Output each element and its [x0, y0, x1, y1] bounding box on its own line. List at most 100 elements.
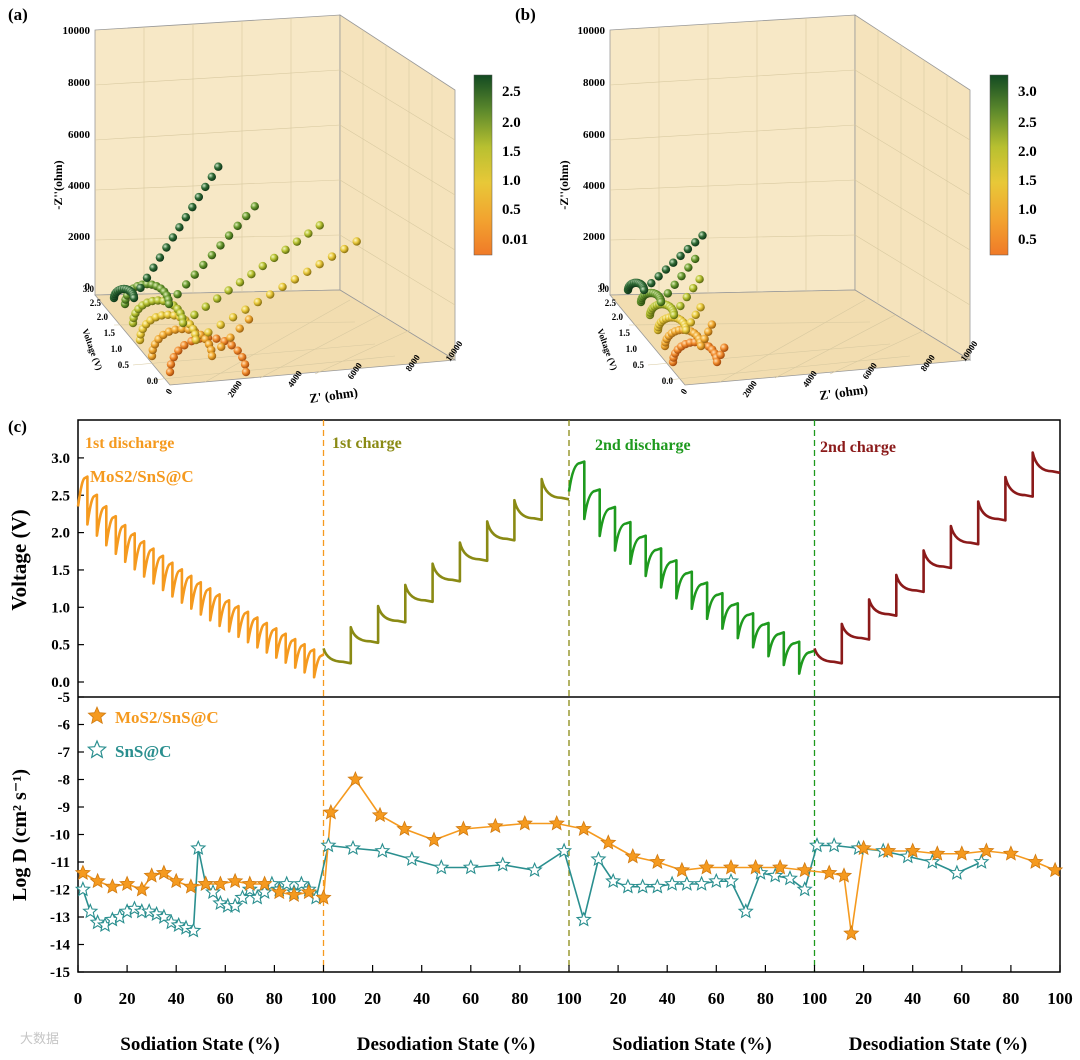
impedance-point [669, 310, 679, 320]
logd-point-mos2 [1002, 845, 1019, 861]
impedance-point [647, 278, 656, 288]
impedance-point [228, 313, 238, 322]
logd-point-sns [678, 875, 695, 891]
impedance-point [226, 333, 235, 342]
logd-point-mos2 [796, 861, 813, 878]
panel-a-y-ticks: 3.0 2.5 2.0 1.5 1.0 0.5 0.0 [83, 284, 159, 386]
impedance-point [181, 280, 191, 289]
impedance-point [157, 311, 166, 320]
x-label-desodiation-1: Desodiation State (%) [357, 1034, 535, 1055]
logd-point-mos2 [600, 834, 617, 850]
impedance-point [217, 342, 226, 352]
logd-point-mos2 [271, 883, 288, 900]
impedance-point [292, 237, 302, 246]
impedance-point [303, 267, 312, 276]
impedance-point [178, 318, 188, 328]
logd-point-mos2 [722, 858, 740, 875]
logd-point-mos2 [197, 875, 214, 891]
impedance-point [669, 258, 678, 267]
logd-point-mos2 [74, 864, 92, 880]
impedance-point [716, 350, 725, 360]
legend-label-sns: SnS@C [115, 742, 171, 761]
panel-a-floor [94, 289, 457, 386]
panel-b-colorbar [989, 74, 1009, 256]
z-tick: 0 [85, 281, 91, 293]
logd-point-mos2 [855, 839, 872, 856]
impedance-point [163, 310, 173, 319]
impedance-point [269, 253, 279, 263]
impedance-point [224, 286, 233, 295]
impedance-point [681, 325, 691, 335]
impedance-point [155, 253, 165, 262]
logd-point-mos2 [168, 872, 185, 889]
voltage-y-label: Voltage (V) [7, 509, 31, 610]
impedance-point [278, 282, 287, 292]
panel-b-z-ticks: 10000 8000 6000 4000 2000 0 [578, 25, 606, 293]
panel-c-label: (c) [8, 417, 27, 436]
impedance-point [235, 324, 244, 333]
y-tick: 0.5 [633, 360, 645, 370]
y-tick-label: -8 [58, 773, 71, 789]
legend-tick: 2.5 [1018, 115, 1037, 131]
impedance-point [227, 341, 236, 350]
impedance-point [207, 250, 217, 260]
logd-point-sns [605, 872, 622, 889]
impedance-point [216, 320, 225, 330]
impedance-point [691, 238, 700, 247]
impedance-point [304, 229, 313, 238]
impedance-point [207, 351, 217, 361]
logd-point-sns [227, 897, 244, 913]
panel-b-x-label: Z' (ohm) [818, 381, 868, 403]
logd-series [74, 770, 1064, 941]
logd-point-sns [767, 867, 784, 883]
segment-label-2nd-discharge: 2nd discharge [595, 437, 691, 454]
y-tick-label: -12 [50, 883, 70, 899]
y-tick-label: -15 [50, 965, 70, 981]
logd-point-mos2 [143, 867, 160, 883]
logd-point-sns [241, 881, 258, 897]
logd-point-sns [256, 883, 273, 900]
panel-b-z-label: -Z''(ohm) [557, 160, 571, 209]
logd-point-mos2 [256, 875, 273, 891]
impedance-point [190, 270, 199, 279]
impedance-point [327, 252, 337, 261]
y-tick-label: 3.0 [51, 451, 70, 467]
impedance-point [166, 360, 176, 369]
impedance-point [684, 263, 693, 272]
y-tick: 1.0 [626, 344, 638, 354]
logd-point-mos2 [747, 858, 764, 875]
logd-point-mos2 [904, 842, 921, 858]
logd-point-sns [649, 878, 666, 894]
x-tick-label: 40 [904, 989, 921, 1008]
impedance-point [207, 172, 217, 182]
impedance-point [661, 265, 671, 274]
x-tick: 2000 [225, 378, 244, 399]
x-tick-label: 100 [311, 989, 337, 1008]
watermark: 大数据 [20, 1031, 59, 1046]
state-x-ticks: 0 20 40 60 80 100 20 40 60 80 100 20 40 60 80 100 20 40 60… [74, 965, 1073, 1008]
logd-point-mos2 [548, 814, 565, 831]
y-tick-label: -7 [58, 745, 71, 761]
logd-point-mos2 [1027, 853, 1044, 869]
impedance-point [352, 237, 361, 246]
z-tick: 8000 [68, 77, 91, 89]
logd-point-sns [590, 850, 607, 867]
impedance-point [233, 346, 242, 355]
impedance-point [340, 244, 349, 254]
z-tick: 4000 [583, 180, 606, 192]
y-tick: 3.0 [598, 284, 610, 294]
impedance-point [676, 251, 685, 261]
impedance-point [670, 280, 679, 289]
logd-point-mos2 [821, 864, 838, 880]
logd-point-sns [494, 856, 511, 872]
x-tick-label: 0 [74, 989, 83, 1008]
impedance-point [315, 260, 324, 269]
impedance-point [250, 202, 259, 211]
panel-a-x-label: Z' (ohm) [308, 384, 358, 406]
panel-a-back-wall [94, 14, 341, 296]
panel-a-y-label: Voltage (V) [80, 327, 104, 371]
impedance-point [265, 290, 275, 299]
logd-legend: MoS2/SnS@C SnS@C [86, 705, 219, 761]
logd-point-sns [619, 878, 636, 894]
